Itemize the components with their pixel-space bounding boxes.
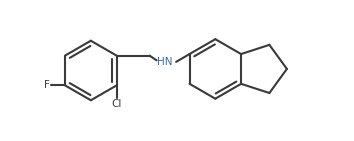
Text: Cl: Cl: [112, 100, 122, 109]
Text: HN: HN: [157, 57, 173, 67]
Text: F: F: [44, 80, 50, 90]
